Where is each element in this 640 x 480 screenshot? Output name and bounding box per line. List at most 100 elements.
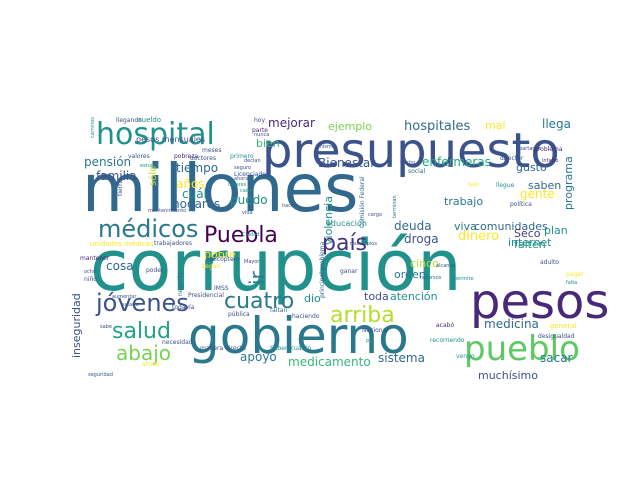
word-cloud-word: pobre [204,248,236,261]
word-cloud-word: cargo [368,212,382,218]
word-cloud-word: acabó [436,322,454,329]
word-cloud-word: bajo [468,182,479,188]
word-cloud-word: declan [244,158,261,164]
word-cloud-word: seguir [202,263,221,270]
word-cloud-word: bien [256,137,280,150]
word-cloud-word: primero [230,153,254,160]
word-cloud-word: puedo [230,193,268,207]
word-cloud-background [68,112,576,368]
word-cloud-word: permite [454,276,474,282]
word-cloud-word: vengo [456,353,475,360]
word-cloud-word: faltan [270,307,287,314]
word-cloud-word: educación [326,218,367,228]
word-cloud-word: pesos mensuales [136,135,205,144]
word-cloud-word: hoy [254,117,265,124]
word-cloud-word: principal problema [319,241,326,298]
word-cloud-word: toda [364,290,389,303]
word-cloud-word: cuatro [224,289,294,314]
word-cloud-word: municipios [350,241,377,247]
word-cloud-word: hecho [400,160,415,166]
word-cloud-word: necesidad [162,339,193,346]
word-cloud-word: ganar [340,268,358,275]
word-cloud-word: atención [390,290,438,303]
word-cloud-word: seguridad [88,372,113,378]
word-cloud-word: abajo [116,341,171,365]
word-cloud-word: Presidencial [188,292,224,299]
word-cloud-word: tiempo [176,161,218,175]
word-cloud-word: social [408,168,425,175]
word-cloud-word: programa [562,156,575,210]
word-cloud-word: atraso [142,361,161,368]
word-cloud-word: gobierno [188,307,409,365]
word-cloud-word: haciendo [292,313,320,320]
word-cloud-word: medicamento [288,355,371,369]
word-cloud-word: sabe [100,324,112,330]
word-cloud-word: orden [394,268,426,281]
word-cloud-word: unidades médicas [90,240,154,248]
word-cloud-word: Licenciado [234,171,266,178]
word-cloud-word: hogares [172,197,220,211]
word-cloud-word: poder [146,267,164,274]
word-cloud-word: mejorar [268,116,315,130]
word-cloud-word: años [176,177,205,191]
word-cloud-word: aumentar [112,294,137,300]
word-cloud-word: jóvenes [95,289,189,317]
word-cloud-word: trabajo [444,195,483,208]
word-cloud-word: doctores [190,155,216,162]
word-cloud-word: plan [544,224,568,237]
word-cloud-word: pública [228,311,250,318]
word-cloud-word: cosa [106,259,134,273]
word-cloud-word: mal [485,119,506,132]
word-cloud-word: ahora [234,176,248,182]
word-cloud-word: infarto [542,158,558,164]
word-cloud-word: llega [542,117,571,131]
word-cloud-word: alcanza [436,263,455,269]
word-cloud-word: Nacional [362,327,388,334]
word-cloud-word: pensión [84,155,131,169]
word-cloud-word: Seco [514,227,541,240]
word-cloud-word: familia [96,169,137,183]
word-cloud-word: negocio [177,272,184,296]
word-cloud-word: droga [404,232,439,246]
word-cloud-word: país [322,231,367,256]
word-cloud-word: vida [242,210,253,216]
word-cloud-word: ejemplo [328,120,372,133]
word-cloud-word: adulto [540,259,559,266]
word-cloud-word: pesos [470,274,609,330]
word-cloud-word: mantener [80,255,110,262]
word-cloud-word: niño [84,276,97,283]
word-cloud-word: recorriendo [430,337,465,344]
word-cloud-word: inseguridad [70,293,83,358]
word-cloud-word: mantenimiento [148,208,186,214]
word-cloud-word: pueblo [464,329,580,369]
word-cloud-word: dio [304,292,321,305]
word-cloud-word: medicina [484,317,539,331]
word-cloud-word: apoyo [240,350,277,364]
word-cloud-word: saben [528,179,561,192]
word-cloud-word: director [500,155,524,162]
word-cloud-word: llegue [496,182,515,189]
word-cloud-word: política [510,201,532,208]
word-cloud-word: médicos [98,215,198,243]
word-cloud-word: cada [240,188,252,194]
word-cloud-word: gente [520,187,555,201]
word-cloud-word: cuál [182,187,207,201]
word-cloud-word: ocho [84,269,96,275]
word-cloud-word: general [550,322,577,330]
word-cloud-word: Saben cuánto [270,345,312,352]
word-cloud-word: falta [566,280,577,286]
word-cloud-word: hacer [282,203,297,209]
word-cloud-word: sistema [378,351,425,365]
word-cloud-word: viva [454,220,477,233]
word-cloud-word: salario [122,302,139,308]
word-cloud-word: sueldo [138,116,161,124]
word-cloud-word: pie [366,338,374,344]
word-cloud-word: apartados [516,146,542,152]
word-cloud-word: hospitales [404,119,471,134]
word-cloud-word: Puebla [204,223,278,248]
word-cloud-word: Bienestar [318,156,375,170]
word-cloud-word: Comisión Federal [359,176,366,228]
